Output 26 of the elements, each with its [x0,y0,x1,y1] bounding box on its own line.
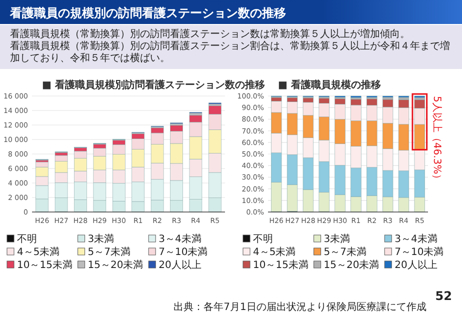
legend-label: 3～4未満 [394,233,438,245]
legend-label: 7～10未満 [394,246,444,258]
legend-label: 20人以上 [158,259,202,271]
chart-title: ■ 看護職員規模の推移 [278,79,381,91]
legend-label: 3未満 [324,233,350,245]
legend-label: 10～15未満 [17,259,72,271]
annotation: 5人以上（46.3%） [430,96,443,184]
legend-label: 5～7未満 [88,246,131,258]
legend-label: 4～5未満 [253,246,296,258]
legend-label: 4～5未満 [17,246,60,258]
legend-label: 3～4未満 [158,233,202,245]
legend-label: 5～7未満 [324,246,367,258]
chart-title: ■ 看護職員規模別訪問看護ステーション数の推移 [42,79,265,91]
legend-label: 15～20未満 [88,259,144,271]
legend-label: 10～15未満 [253,259,308,271]
legend-label: 3未満 [88,233,114,245]
legend-label: 20人以上 [394,259,438,271]
text: 看護職員の規模別の訪問看護ステーション数の推移 [9,6,286,20]
text: 看護職員規模（常勤換算）別の訪問看護ステーション数は常勤換算５人以上が増加傾向。 [10,28,410,40]
source-note: 出典：各年7月1日の届出状況より保険局医療課にて作成 [174,301,426,313]
legend-label: 不明 [17,234,37,245]
text: 看護職員規模（常勤換算）別の訪問看護ステーション割合は、常勤換算５人以上が令和４年まで増加しており、令和５年では横ばい。 [10,40,450,64]
legend-label: 15～20未満 [324,259,380,271]
legend-label: 不明 [253,234,273,245]
text: 52 [435,289,452,303]
legend-label: 7～10未満 [158,246,208,258]
